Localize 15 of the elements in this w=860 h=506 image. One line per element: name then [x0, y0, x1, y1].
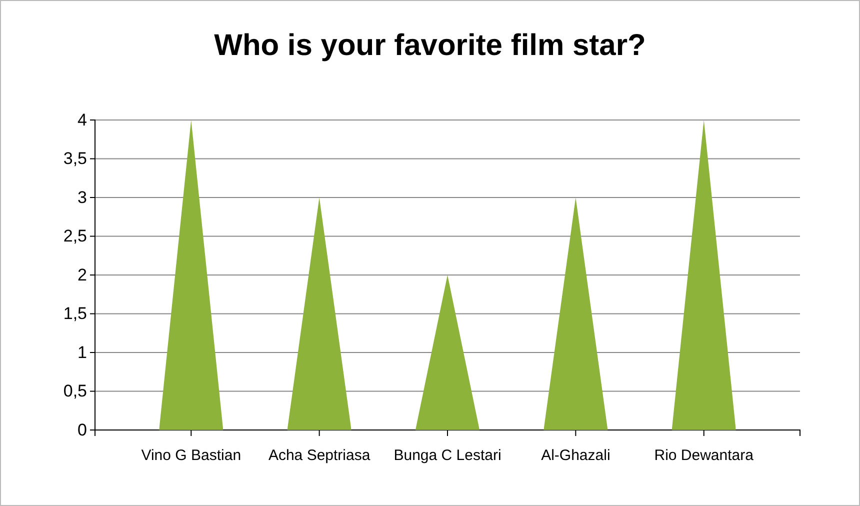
- y-tick-label: 0,5: [63, 382, 87, 401]
- x-tick-label: Bunga C Lestari: [394, 447, 502, 464]
- y-tick-label: 4: [78, 110, 87, 130]
- y-tick-label: 1: [78, 342, 87, 362]
- x-tick-label: Vino G Bastian: [141, 447, 242, 464]
- y-tick-label: 2,5: [63, 226, 87, 246]
- y-tick-label: 0: [78, 420, 87, 440]
- chart-title: Who is your favorite film star?: [214, 29, 646, 62]
- x-tick-label: Acha Septriasa: [268, 447, 371, 464]
- x-tick-label: Al-Ghazali: [541, 447, 610, 464]
- y-tick-label: 1,5: [63, 304, 87, 324]
- x-tick-label: Rio Dewantara: [654, 447, 754, 464]
- y-tick-label: 3,5: [63, 149, 87, 168]
- y-tick-label: 3: [78, 188, 87, 207]
- y-tick-label: 2: [78, 265, 87, 284]
